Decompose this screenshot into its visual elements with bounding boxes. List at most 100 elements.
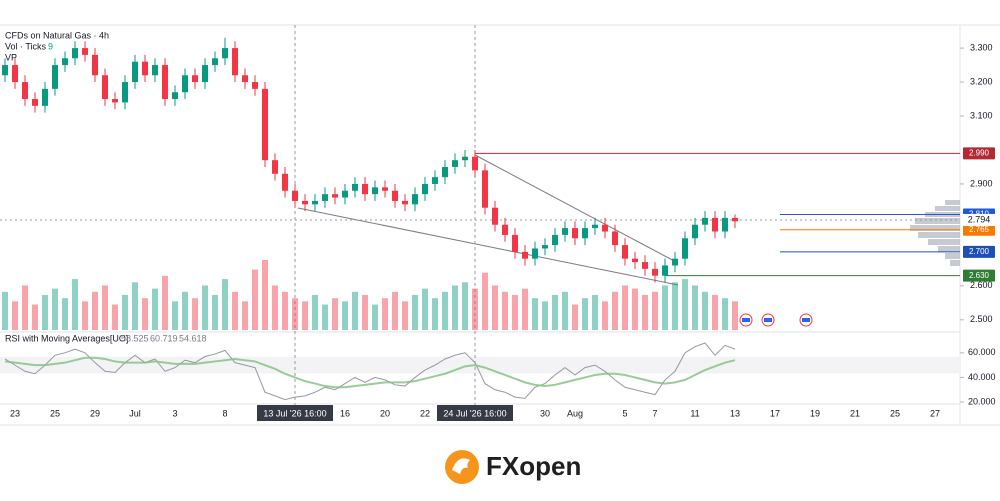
candle-body xyxy=(432,177,438,184)
candle-body xyxy=(272,160,278,174)
candle-body xyxy=(242,75,248,83)
profile-legend: VP xyxy=(5,52,17,62)
price-label-bg xyxy=(963,245,995,258)
rsi-ma-line xyxy=(4,356,736,389)
volume-bar xyxy=(462,282,468,330)
candle-body xyxy=(22,82,28,100)
volume-bar xyxy=(172,301,178,330)
y-tick-label: 2.900 xyxy=(970,178,993,188)
x-tick-label: 17 xyxy=(770,408,780,418)
candle-body xyxy=(122,82,128,103)
volume-length: 9 xyxy=(48,41,53,51)
volume-bar xyxy=(522,288,528,330)
volume-bar xyxy=(242,301,248,330)
volume-bar xyxy=(162,275,168,330)
candle-body xyxy=(352,183,358,191)
candle-body xyxy=(372,187,378,195)
volume-bar xyxy=(332,298,338,330)
y-tick-label: 60.000 xyxy=(968,347,996,357)
candle-body xyxy=(552,234,558,246)
volume-bar xyxy=(652,291,658,330)
candle-body xyxy=(592,224,598,229)
candle-body xyxy=(392,190,398,201)
volume-bar xyxy=(622,285,628,330)
volume-bar xyxy=(582,298,588,330)
candle-body xyxy=(532,248,538,259)
volume-bar xyxy=(2,291,8,330)
volume-bar xyxy=(642,295,648,330)
x-label-highlight xyxy=(437,405,513,421)
candle-body xyxy=(502,224,508,235)
candle-body xyxy=(402,200,408,205)
volume-bar xyxy=(102,285,108,330)
volume-bar xyxy=(702,291,708,330)
x-tick-label: 21 xyxy=(850,408,860,418)
x-tick-label: 30 xyxy=(540,408,550,418)
volume-bar xyxy=(302,301,308,330)
candle-body xyxy=(602,224,608,232)
volume-bar xyxy=(662,285,668,330)
x-tick-label: 19 xyxy=(810,408,820,418)
x-label-highlight xyxy=(257,405,333,421)
volume-bar xyxy=(82,301,88,330)
volume-bar xyxy=(182,291,188,330)
volume-bar xyxy=(152,288,158,330)
volume-bar xyxy=(602,301,608,330)
rsi-band xyxy=(0,356,960,374)
volume-bar xyxy=(62,298,68,330)
volume-bar xyxy=(482,272,488,330)
volume-bar xyxy=(202,285,208,330)
candle-body xyxy=(682,238,688,259)
volume-bar xyxy=(612,291,618,330)
trend-line xyxy=(297,207,679,286)
candle-body xyxy=(472,156,478,171)
candle-body xyxy=(522,251,528,259)
y-tick-label: 2.600 xyxy=(970,280,993,290)
candle-body xyxy=(692,224,698,239)
candle-body xyxy=(362,183,368,195)
volume-bar xyxy=(472,288,478,330)
volume-bar xyxy=(362,295,368,330)
volume-bar xyxy=(372,304,378,330)
volume-bar xyxy=(402,301,408,330)
candle-body xyxy=(92,54,98,76)
candle-body xyxy=(312,200,318,205)
candle-body xyxy=(282,173,288,191)
volume-bar xyxy=(672,282,678,330)
volume-bar xyxy=(592,295,598,330)
candle-body xyxy=(102,75,108,100)
price-label-bg xyxy=(963,269,995,282)
candle-body xyxy=(722,217,728,232)
volume-bar xyxy=(122,295,128,330)
x-tick-label: 22 xyxy=(420,408,430,418)
price-label-bg xyxy=(963,223,995,236)
x-tick-label: Aug xyxy=(567,408,583,418)
candle-body xyxy=(642,262,648,269)
brand-logo xyxy=(445,450,479,484)
volume-bar xyxy=(282,291,288,330)
candle-body xyxy=(72,48,78,59)
volume-bar xyxy=(212,295,218,330)
volume-bar xyxy=(432,298,438,330)
candle-body xyxy=(172,92,178,100)
candle-body xyxy=(112,99,118,103)
candle-body xyxy=(562,228,568,235)
x-tick-label: 27 xyxy=(930,408,940,418)
volume-bar xyxy=(532,298,538,330)
rsi-value: 60.719 xyxy=(150,333,178,343)
volume-bar xyxy=(192,298,198,330)
candle-body xyxy=(342,190,348,198)
volume-bar xyxy=(92,291,98,330)
candle-body xyxy=(452,160,458,167)
x-tick-label: 3 xyxy=(172,408,177,418)
volume-bar xyxy=(732,301,738,330)
candle-body xyxy=(422,183,428,195)
candle-body xyxy=(2,65,8,76)
candle-body xyxy=(492,207,498,225)
candle-body xyxy=(212,58,218,66)
rsi-value: 58.525 xyxy=(121,333,149,343)
candle-body xyxy=(12,65,18,83)
candle-body xyxy=(302,200,308,205)
candle-body xyxy=(702,217,708,225)
volume-bar xyxy=(272,285,278,330)
